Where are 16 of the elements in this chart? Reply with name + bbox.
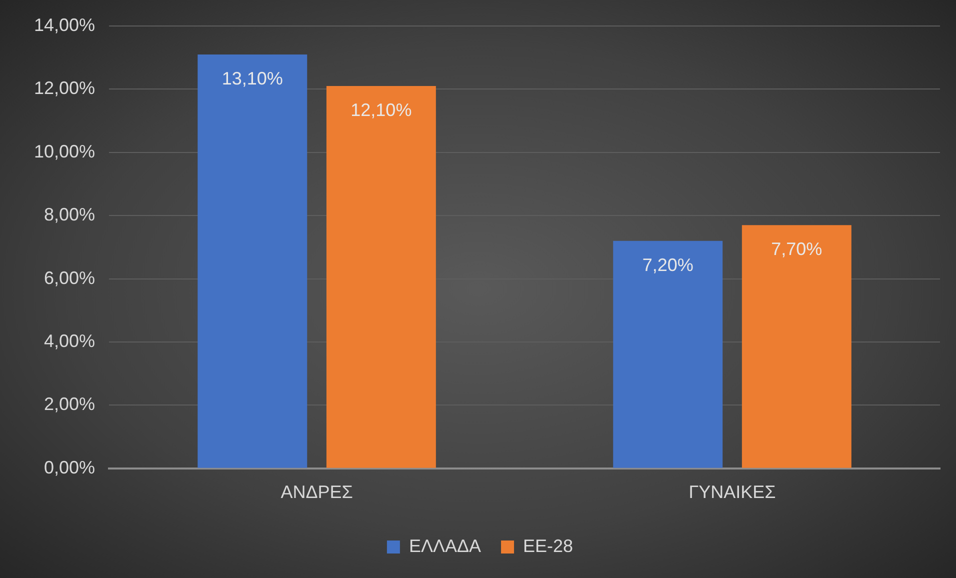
- data-label: 7,70%: [771, 239, 822, 260]
- y-tick-label: 10,00%: [34, 141, 96, 162]
- y-tick-label: 6,00%: [44, 268, 96, 288]
- data-label: 12,10%: [350, 100, 412, 120]
- data-label: 13,10%: [222, 68, 283, 88]
- y-tick-label: 14,00%: [34, 14, 96, 35]
- legend-label: ΕΕ-28: [523, 536, 574, 556]
- data-label: 7,20%: [642, 254, 694, 275]
- legend-label: ΕΛΛΑΔΑ: [408, 536, 482, 556]
- y-tick-label: 12,00%: [34, 78, 96, 98]
- y-tick-label: 8,00%: [44, 204, 96, 225]
- y-tick-label: 0,00%: [44, 457, 96, 478]
- y-tick-label: 2,00%: [44, 394, 96, 414]
- x-tick-label: ΓΥΝΑΙΚΕΣ: [688, 482, 776, 502]
- x-tick-label: ΑΝΔΡΕΣ: [280, 482, 353, 502]
- y-tick-label: 4,00%: [44, 330, 96, 351]
